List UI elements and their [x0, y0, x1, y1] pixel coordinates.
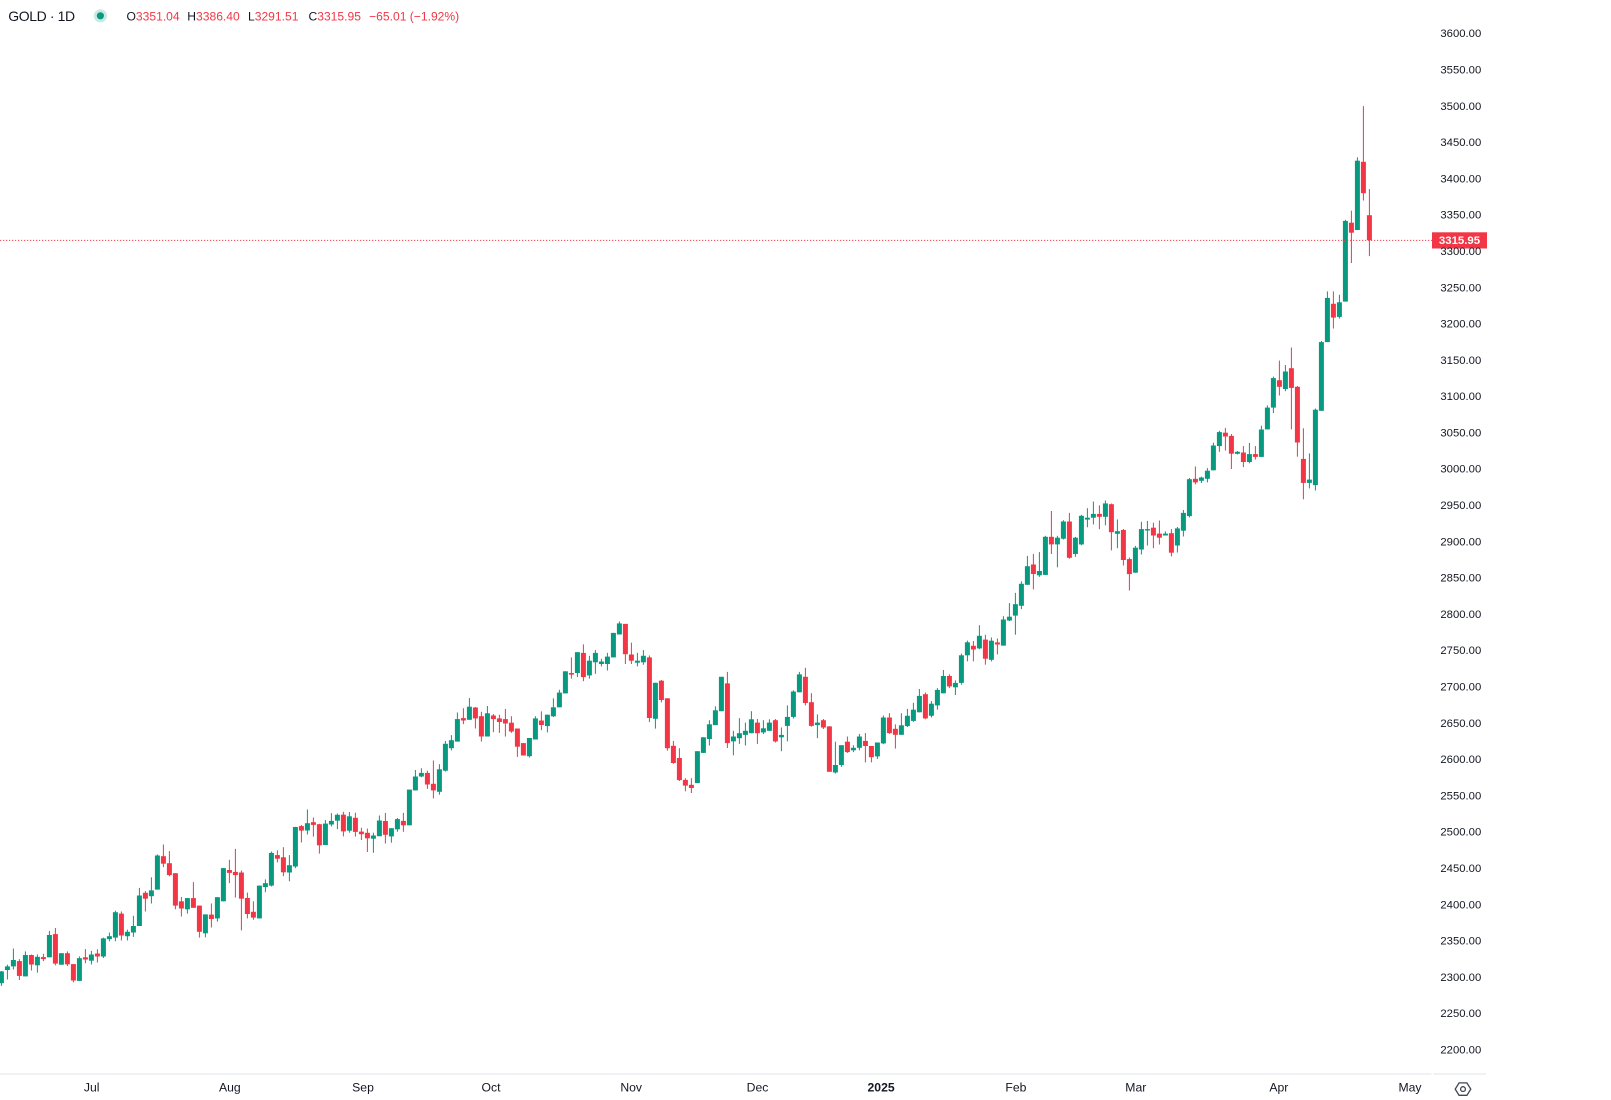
svg-text:3000.00: 3000.00: [1440, 464, 1481, 476]
svg-text:O3351.04: O3351.04: [127, 9, 180, 23]
svg-text:Nov: Nov: [620, 1081, 643, 1095]
svg-text:3350.00: 3350.00: [1440, 210, 1481, 222]
svg-text:C3315.95: C3315.95: [309, 9, 362, 23]
svg-text:2250.00: 2250.00: [1440, 1008, 1481, 1020]
svg-text:Apr: Apr: [1269, 1081, 1288, 1095]
svg-text:3300.00: 3300.00: [1440, 246, 1481, 258]
svg-text:2025: 2025: [868, 1081, 895, 1095]
svg-text:3450.00: 3450.00: [1440, 137, 1481, 149]
svg-text:2900.00: 2900.00: [1440, 536, 1481, 548]
svg-text:Oct: Oct: [482, 1081, 502, 1095]
svg-text:3550.00: 3550.00: [1440, 65, 1481, 77]
svg-text:Dec: Dec: [747, 1081, 769, 1095]
svg-text:GOLD · 1D: GOLD · 1D: [8, 8, 75, 24]
svg-text:2750.00: 2750.00: [1440, 645, 1481, 657]
svg-text:3100.00: 3100.00: [1440, 391, 1481, 403]
svg-text:−65.01 (−1.92%): −65.01 (−1.92%): [369, 9, 459, 23]
svg-text:3150.00: 3150.00: [1440, 355, 1481, 367]
svg-text:Jul: Jul: [84, 1081, 100, 1095]
svg-text:2850.00: 2850.00: [1440, 573, 1481, 585]
svg-text:3315.95: 3315.95: [1439, 235, 1481, 247]
svg-text:2400.00: 2400.00: [1440, 899, 1481, 911]
svg-text:2350.00: 2350.00: [1440, 936, 1481, 948]
svg-text:H3386.40: H3386.40: [187, 9, 240, 23]
svg-text:Aug: Aug: [219, 1081, 241, 1095]
svg-text:3200.00: 3200.00: [1440, 319, 1481, 331]
svg-text:3400.00: 3400.00: [1440, 173, 1481, 185]
svg-text:2700.00: 2700.00: [1440, 682, 1481, 694]
svg-text:2650.00: 2650.00: [1440, 718, 1481, 730]
svg-text:2300.00: 2300.00: [1440, 972, 1481, 984]
svg-text:3500.00: 3500.00: [1440, 101, 1481, 113]
svg-text:Feb: Feb: [1005, 1081, 1026, 1095]
svg-text:3250.00: 3250.00: [1440, 282, 1481, 294]
svg-text:May: May: [1398, 1081, 1422, 1095]
svg-text:Mar: Mar: [1125, 1081, 1146, 1095]
svg-text:3050.00: 3050.00: [1440, 428, 1481, 440]
svg-text:3600.00: 3600.00: [1440, 28, 1481, 40]
svg-text:L3291.51: L3291.51: [248, 9, 299, 23]
svg-text:Sep: Sep: [352, 1081, 374, 1095]
svg-text:2600.00: 2600.00: [1440, 754, 1481, 766]
svg-text:2500.00: 2500.00: [1440, 827, 1481, 839]
svg-text:2200.00: 2200.00: [1440, 1045, 1481, 1057]
svg-text:2950.00: 2950.00: [1440, 500, 1481, 512]
svg-text:2800.00: 2800.00: [1440, 609, 1481, 621]
svg-text:2550.00: 2550.00: [1440, 790, 1481, 802]
svg-text:2450.00: 2450.00: [1440, 863, 1481, 875]
